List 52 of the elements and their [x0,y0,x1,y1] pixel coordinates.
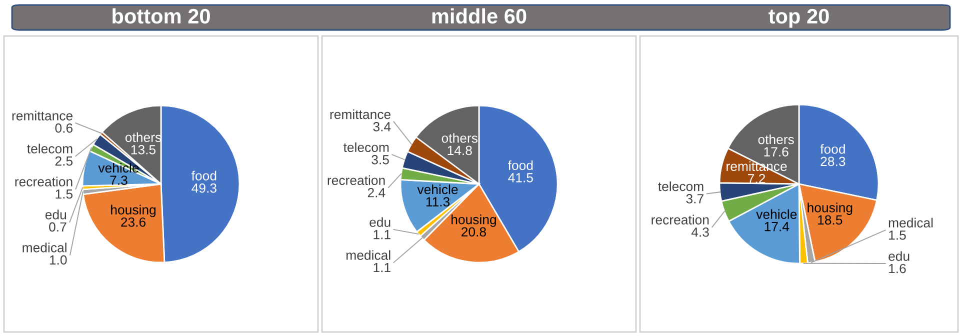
slice-label: edu [888,251,910,261]
data-label: 1.6 [889,264,906,274]
data-label: 1.5 [889,230,906,240]
slice-label: telecom [343,142,389,152]
data-label: 3.4 [373,122,391,132]
chart-title: middle 60 [432,8,526,24]
chart-title: top 20 [768,8,829,28]
slice-label: edu [45,210,66,220]
data-label: 3.7 [686,194,704,204]
data-label: 1.0 [50,255,67,265]
slice-label: remittance [12,110,72,120]
slice-label: telecom [658,181,704,192]
slice-label: others [442,133,478,143]
slice-label: recreation [15,176,72,186]
data-label: 1.1 [374,230,390,240]
slice-label: housing [808,202,852,215]
slice-label: medical [22,242,66,252]
slice-label: recreation [652,214,709,224]
data-label: 41.5 [508,173,533,182]
slice-label: edu [370,217,390,227]
data-label: 0.7 [49,222,66,232]
data-label: 3.5 [372,155,389,164]
slice-label: recreation [328,175,385,186]
data-label: 23.6 [121,217,146,227]
slice-label: housing [111,204,156,218]
data-label: 4.3 [691,227,709,237]
slice-label: housing [452,214,496,227]
data-label: 17.6 [764,147,788,156]
data-label: 2.4 [368,188,386,198]
data-label: 28.3 [820,156,846,166]
slice-label: medical [888,218,933,228]
data-label: 0.6 [55,123,72,133]
data-label: 18.5 [818,215,842,225]
chart-title: bottom 20 [112,8,210,24]
slice-label: remittance [330,109,390,120]
data-label: 1.1 [374,262,390,272]
data-label: 49.3 [192,183,216,193]
data-label: 1.5 [56,189,73,199]
slice-label: medical [346,250,390,260]
slice-label: food [192,170,216,180]
slice-label: vehicle [417,184,458,194]
slice-label: food [820,144,845,154]
data-label: 14.8 [448,146,472,156]
data-label: 20.8 [462,227,486,237]
slice-label: food [508,160,533,170]
slice-label: others [758,134,794,144]
data-label: 17.4 [764,222,790,232]
data-label: 7.2 [748,174,766,184]
slice-label: vehicle [756,209,797,219]
slice-label: telecom [27,144,72,154]
data-label: 11.3 [426,197,450,206]
data-label: 2.5 [55,156,73,166]
